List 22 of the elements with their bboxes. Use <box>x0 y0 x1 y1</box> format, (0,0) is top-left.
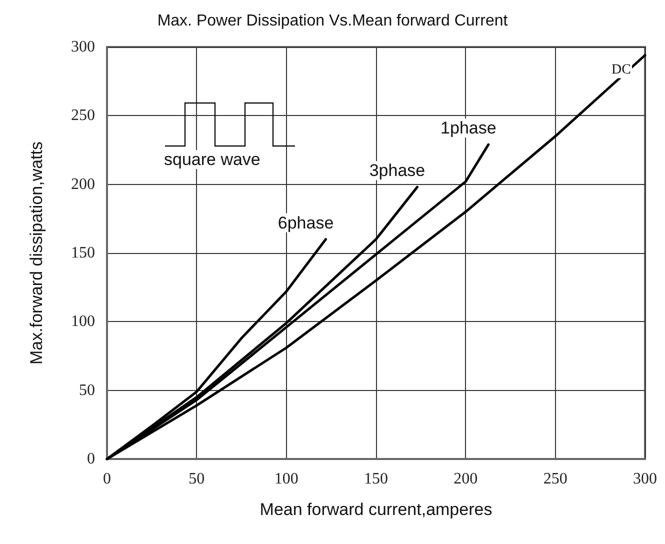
y-axis-title: Max.forward dissipation,watts <box>27 142 46 364</box>
x-axis-title: Mean forward current,amperes <box>260 500 492 519</box>
y-tick-label: 100 <box>71 313 95 330</box>
y-tick-label: 150 <box>71 244 95 262</box>
annotation: square wave <box>164 150 260 169</box>
x-tick-label: 200 <box>454 470 478 488</box>
series-label: DC <box>612 62 631 78</box>
x-tick-label: 0 <box>103 470 111 488</box>
series-label: 3phase <box>369 161 426 180</box>
y-tick-label: 250 <box>71 107 95 124</box>
y-tick-label: 50 <box>79 382 95 399</box>
y-tick-label: 300 <box>71 38 95 56</box>
x-tick-label: 250 <box>543 470 568 488</box>
series-label: 6phase <box>278 213 334 232</box>
x-tick-label: 50 <box>188 470 205 488</box>
chart-title: Max. Power Dissipation Vs.Mean forward Current <box>157 12 508 30</box>
y-tick-label: 200 <box>71 176 95 193</box>
series-label: 1phase <box>440 118 496 138</box>
y-tick-label: 0 <box>87 450 95 468</box>
x-tick-label: 100 <box>274 470 298 488</box>
x-tick-label: 300 <box>633 470 657 488</box>
x-tick-label: 150 <box>364 470 388 488</box>
